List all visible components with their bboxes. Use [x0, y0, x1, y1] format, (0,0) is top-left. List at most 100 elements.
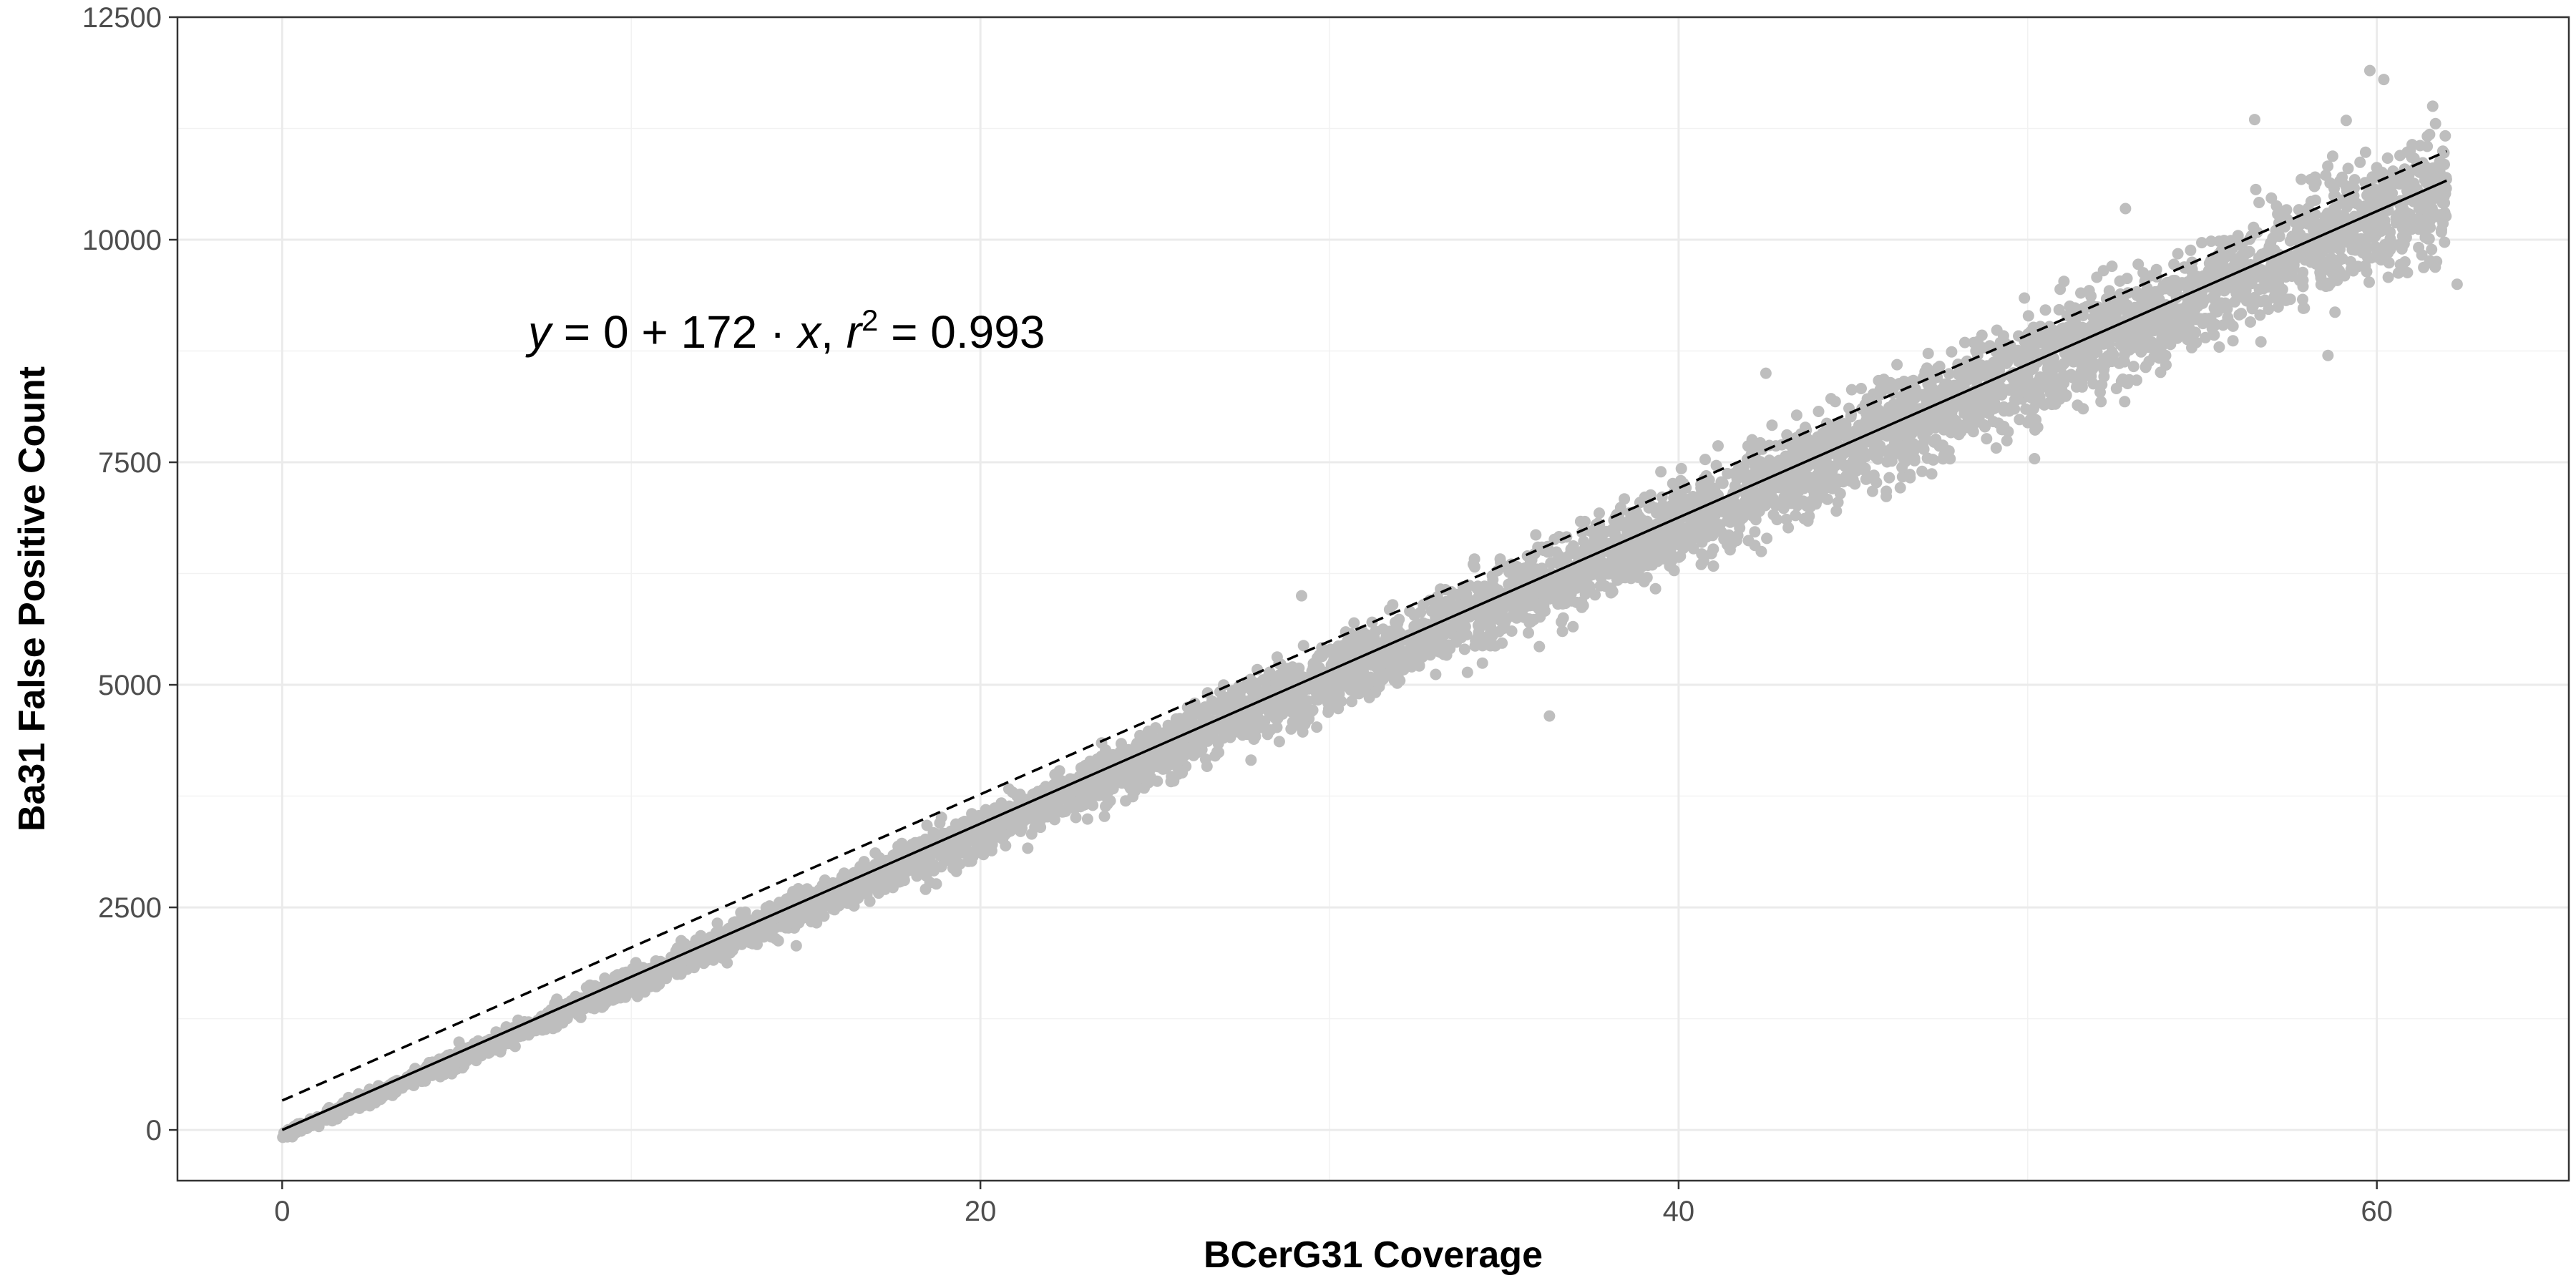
data-point	[1911, 441, 1923, 454]
data-point	[2396, 230, 2409, 242]
data-point	[2351, 197, 2363, 210]
data-point	[1053, 765, 1065, 777]
data-point	[2282, 293, 2294, 306]
data-point	[1987, 416, 1999, 428]
data-point	[2381, 152, 2394, 164]
data-point	[1780, 513, 1792, 525]
data-point	[2354, 156, 2366, 168]
plot-panel	[177, 17, 2569, 1181]
data-point	[2297, 266, 2309, 278]
data-point	[1622, 568, 1634, 580]
data-point	[2255, 336, 2267, 348]
data-point	[980, 806, 991, 818]
data-point	[838, 867, 850, 879]
data-point	[2222, 263, 2234, 275]
data-point	[2433, 210, 2445, 223]
data-point	[1832, 497, 1844, 508]
data-point	[1707, 543, 1719, 555]
data-point	[2255, 264, 2268, 276]
data-point	[2326, 150, 2338, 162]
data-point	[1523, 627, 1534, 639]
data-point	[2297, 280, 2309, 293]
data-point	[1244, 673, 1257, 686]
data-point	[2340, 114, 2352, 127]
data-point	[2246, 301, 2258, 313]
data-point	[1461, 666, 1473, 678]
data-point	[1766, 419, 1778, 431]
data-point	[2315, 269, 2326, 280]
data-point	[1888, 398, 1900, 410]
data-points	[277, 64, 2463, 1143]
data-point	[1861, 393, 1873, 405]
data-point	[1070, 811, 1082, 824]
data-point	[2439, 130, 2451, 142]
data-point	[1199, 753, 1211, 765]
data-point	[1405, 660, 1418, 673]
data-point	[630, 957, 642, 969]
data-point	[1556, 616, 1568, 628]
data-point	[1392, 617, 1404, 629]
data-point	[2311, 218, 2323, 230]
data-point	[1245, 754, 1257, 766]
data-point	[2322, 160, 2334, 172]
data-point	[2168, 258, 2180, 270]
data-point	[1974, 385, 1986, 397]
data-point	[1910, 391, 1922, 404]
data-point	[2205, 235, 2218, 248]
data-point	[1567, 620, 1579, 633]
data-point	[1845, 384, 1858, 396]
data-point	[1697, 555, 1709, 567]
data-point	[1000, 839, 1012, 852]
data-point	[2122, 378, 2134, 389]
data-point	[1226, 685, 1239, 697]
data-point	[739, 906, 751, 918]
data-point	[1483, 630, 1494, 642]
data-point	[1346, 696, 1358, 708]
data-point	[1921, 396, 1933, 409]
data-point	[1970, 345, 1982, 357]
data-point	[2140, 360, 2152, 372]
data-point	[1081, 813, 1093, 825]
data-point	[1355, 628, 1367, 640]
data-point	[1237, 682, 1249, 694]
data-point	[1926, 468, 1938, 480]
data-point	[2087, 378, 2099, 390]
data-point	[2132, 258, 2145, 270]
data-point	[1213, 746, 1225, 758]
data-point	[2019, 292, 2031, 304]
data-point	[2245, 316, 2256, 328]
data-point	[735, 937, 747, 949]
data-point	[858, 856, 870, 868]
data-point	[1916, 465, 1928, 477]
data-point	[1831, 430, 1843, 442]
data-point	[1708, 527, 1720, 539]
data-point	[2033, 394, 2044, 406]
data-point	[930, 878, 942, 890]
data-point	[1831, 419, 1843, 430]
data-point	[1619, 493, 1631, 505]
data-point	[1990, 442, 2002, 454]
data-point	[2429, 261, 2441, 273]
data-point	[1874, 414, 1885, 426]
data-point	[746, 937, 758, 950]
data-point	[2435, 226, 2447, 238]
data-point	[1976, 329, 1988, 341]
data-point	[1664, 560, 1676, 572]
data-point	[2253, 197, 2265, 208]
data-point	[1649, 582, 1662, 595]
data-point	[1273, 736, 1285, 748]
data-point	[1790, 509, 1802, 522]
data-point	[1880, 485, 1893, 497]
data-point	[1699, 454, 1711, 466]
data-point	[1632, 571, 1644, 583]
data-point	[2348, 174, 2361, 186]
data-point	[1802, 515, 1814, 527]
data-point	[1761, 532, 1773, 545]
data-point	[1883, 472, 1896, 484]
data-point	[1430, 668, 1442, 680]
data-point	[1710, 459, 1722, 472]
data-point	[2001, 434, 2013, 447]
data-point	[1893, 378, 1906, 390]
data-point	[1831, 477, 1843, 489]
